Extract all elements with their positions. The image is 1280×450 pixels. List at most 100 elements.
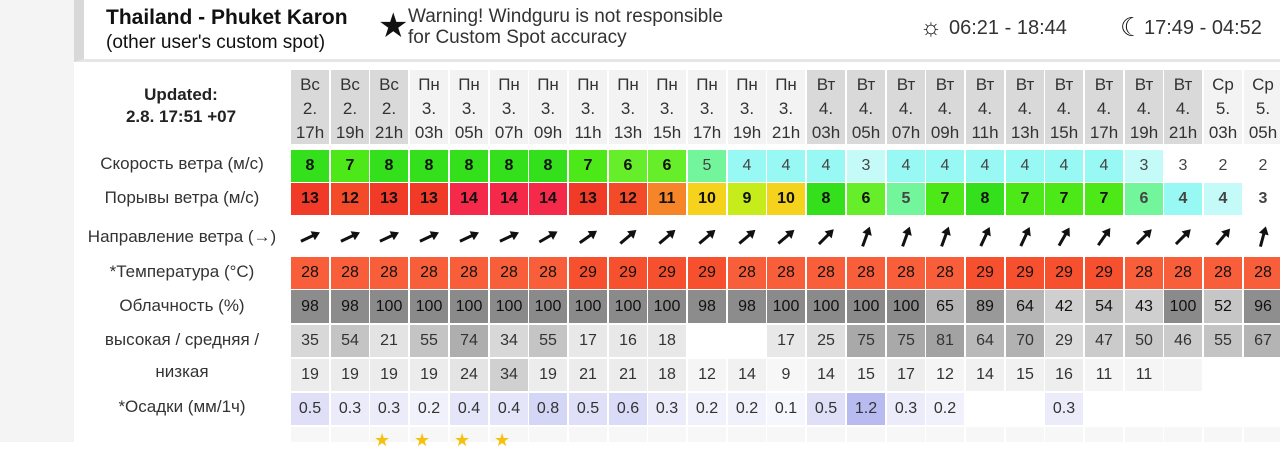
- cloud-low-cell: 12: [688, 359, 726, 391]
- temperature-cell: 28: [767, 257, 805, 289]
- bottom-row-cell: [410, 427, 448, 442]
- wind-speed-cell: 2: [1204, 150, 1242, 182]
- forecast-hour: 19h: [1129, 123, 1159, 142]
- cloud-low-cell: 9: [767, 359, 805, 391]
- cloud-cover-cell: 100: [529, 290, 567, 323]
- cloud-low-cell: 21: [609, 359, 647, 391]
- wind-speed-cell: 4: [1006, 150, 1044, 182]
- wind-arrow-icon: [1258, 226, 1269, 248]
- wind-direction-cell: [648, 220, 686, 254]
- forecast-day: Вт: [935, 75, 955, 94]
- forecast-day: Пн: [617, 75, 639, 94]
- forecast-time: Вт 4. 21h: [1164, 70, 1202, 144]
- cloud-high-mid-cell: 74: [450, 325, 488, 357]
- wind-speed-cell: 3: [847, 150, 885, 182]
- wind-speed-cell: 8: [450, 150, 488, 182]
- temperature-cell: 29: [1085, 257, 1123, 289]
- temperature-cell: 28: [331, 257, 369, 289]
- gust-cell: 6: [847, 183, 885, 215]
- precipitation-cell: 0.6: [609, 393, 647, 425]
- cloud-cover-cell: 98: [331, 290, 369, 323]
- precipitation-cell: 0.3: [331, 393, 369, 425]
- forecast-day: Вт: [1134, 75, 1154, 94]
- forecast-column: Пн 3. 09h 8 14 28 100 55 19 0.8: [529, 70, 567, 442]
- bottom-row-cell: [648, 427, 686, 442]
- bottom-row-cell: [1085, 427, 1123, 442]
- cloud-cover-cell: 43: [1125, 290, 1163, 323]
- forecast-date: 4.: [1056, 99, 1072, 118]
- forecast-time: Вс 2. 21h: [370, 70, 408, 144]
- cloud-high-mid-cell: 25: [807, 325, 845, 357]
- forecast-column: Пн 3. 21h 4 10 28 100 17 9 0.1: [767, 70, 805, 442]
- wind-arrow-icon: [1019, 227, 1031, 247]
- gust-cell: 6: [1125, 183, 1163, 215]
- cloud-high-mid-cell: 55: [1204, 325, 1242, 357]
- forecast-date: 3.: [540, 99, 556, 118]
- cloud-high-mid-cell: 17: [767, 325, 805, 357]
- temperature-cell: 29: [1045, 257, 1083, 289]
- temperature-cell: 29: [569, 257, 607, 289]
- updated-value: 2.8. 17:51 +07: [125, 107, 237, 126]
- precipitation-cell: [966, 393, 1004, 425]
- gust-cell: 5: [887, 183, 925, 215]
- forecast-column: Вс 2. 19h 7 12 28 98 54 19 0.3: [331, 70, 369, 442]
- wind-arrow-icon: [578, 230, 598, 244]
- precipitation-cell: [1204, 393, 1242, 425]
- cloud-cover-cell: 100: [847, 290, 885, 323]
- updated-info: Updated: 2.8. 17:51 +07: [80, 84, 282, 128]
- forecast-time: Пн 3. 21h: [767, 70, 805, 144]
- cloud-high-mid-cell: 46: [1164, 325, 1202, 357]
- forecast-hour: 05h: [454, 123, 484, 142]
- cloud-low-cell: 16: [1045, 359, 1083, 391]
- cloud-low-cell: 12: [926, 359, 964, 391]
- wind-direction-cell: [728, 220, 766, 254]
- wind-direction-cell: [887, 220, 925, 254]
- gust-cell: 13: [569, 183, 607, 215]
- cloud-high-mid-cell: 35: [291, 325, 329, 357]
- forecast-day: Пн: [696, 75, 718, 94]
- bottom-row-cell: [490, 427, 528, 442]
- forecast-day: Пн: [498, 75, 520, 94]
- wind-speed-cell: 4: [728, 150, 766, 182]
- gust-cell: 13: [291, 183, 329, 215]
- gust-cell: 7: [1045, 183, 1083, 215]
- forecast-hour: 11h: [971, 123, 999, 142]
- star-rating-icon: ★: [454, 430, 471, 450]
- forecast-day: Вт: [896, 75, 916, 94]
- cloud-high-mid-cell: 18: [648, 325, 686, 357]
- temperature-cell: 28: [1204, 257, 1242, 289]
- cloud-high-mid-cell: 50: [1125, 325, 1163, 357]
- forecast-time: Пн 3. 19h: [728, 70, 766, 144]
- forecast-column: Ср 5. 05h 2 3 28 96 67: [1244, 70, 1280, 442]
- forecast-time: Вт 4. 19h: [1125, 70, 1163, 144]
- wind-direction-cell: [291, 220, 329, 254]
- forecast-time: Вс 2. 19h: [331, 70, 369, 144]
- cloud-high-mid-cell: 34: [490, 325, 528, 357]
- star-icon: ★: [378, 7, 409, 45]
- cloud-low-cell: 11: [1085, 359, 1123, 391]
- forecast-time: Ср 5. 03h: [1204, 70, 1242, 144]
- cloud-high-mid-cell: 67: [1244, 325, 1280, 357]
- bottom-row-cell: [926, 427, 964, 442]
- forecast-column: Вт 4. 03h 4 8 28 100 25 14 0.5: [807, 70, 845, 442]
- forecast-column: Вт 4. 19h 3 6 28 43 50 11: [1125, 70, 1163, 442]
- sunrise-sunset-times: 06:21 - 18:44: [949, 17, 1067, 39]
- cloud-low-cell: 17: [887, 359, 925, 391]
- label-temperature: *Температура (°C): [109, 262, 255, 281]
- wind-speed-cell: 7: [331, 150, 369, 182]
- bottom-row-cell: [966, 427, 1004, 442]
- forecast-date: 4.: [858, 99, 874, 118]
- forecast-date: 3.: [501, 99, 517, 118]
- cloud-cover-cell: 100: [490, 290, 528, 323]
- wind-direction-cell: [1244, 220, 1280, 254]
- wind-speed-cell: 6: [648, 150, 686, 182]
- forecast-day: Вт: [1015, 75, 1035, 94]
- forecast-date: 4.: [1017, 99, 1033, 118]
- precipitation-cell: 0.4: [490, 393, 528, 425]
- cloud-low-cell: 19: [331, 359, 369, 391]
- cloud-cover-cell: 89: [966, 290, 1004, 323]
- wind-arrow-icon: [1174, 229, 1191, 246]
- star-rating-icon: ★: [374, 430, 391, 450]
- precipitation-cell: 0.3: [648, 393, 686, 425]
- cloud-low-cell: 19: [291, 359, 329, 391]
